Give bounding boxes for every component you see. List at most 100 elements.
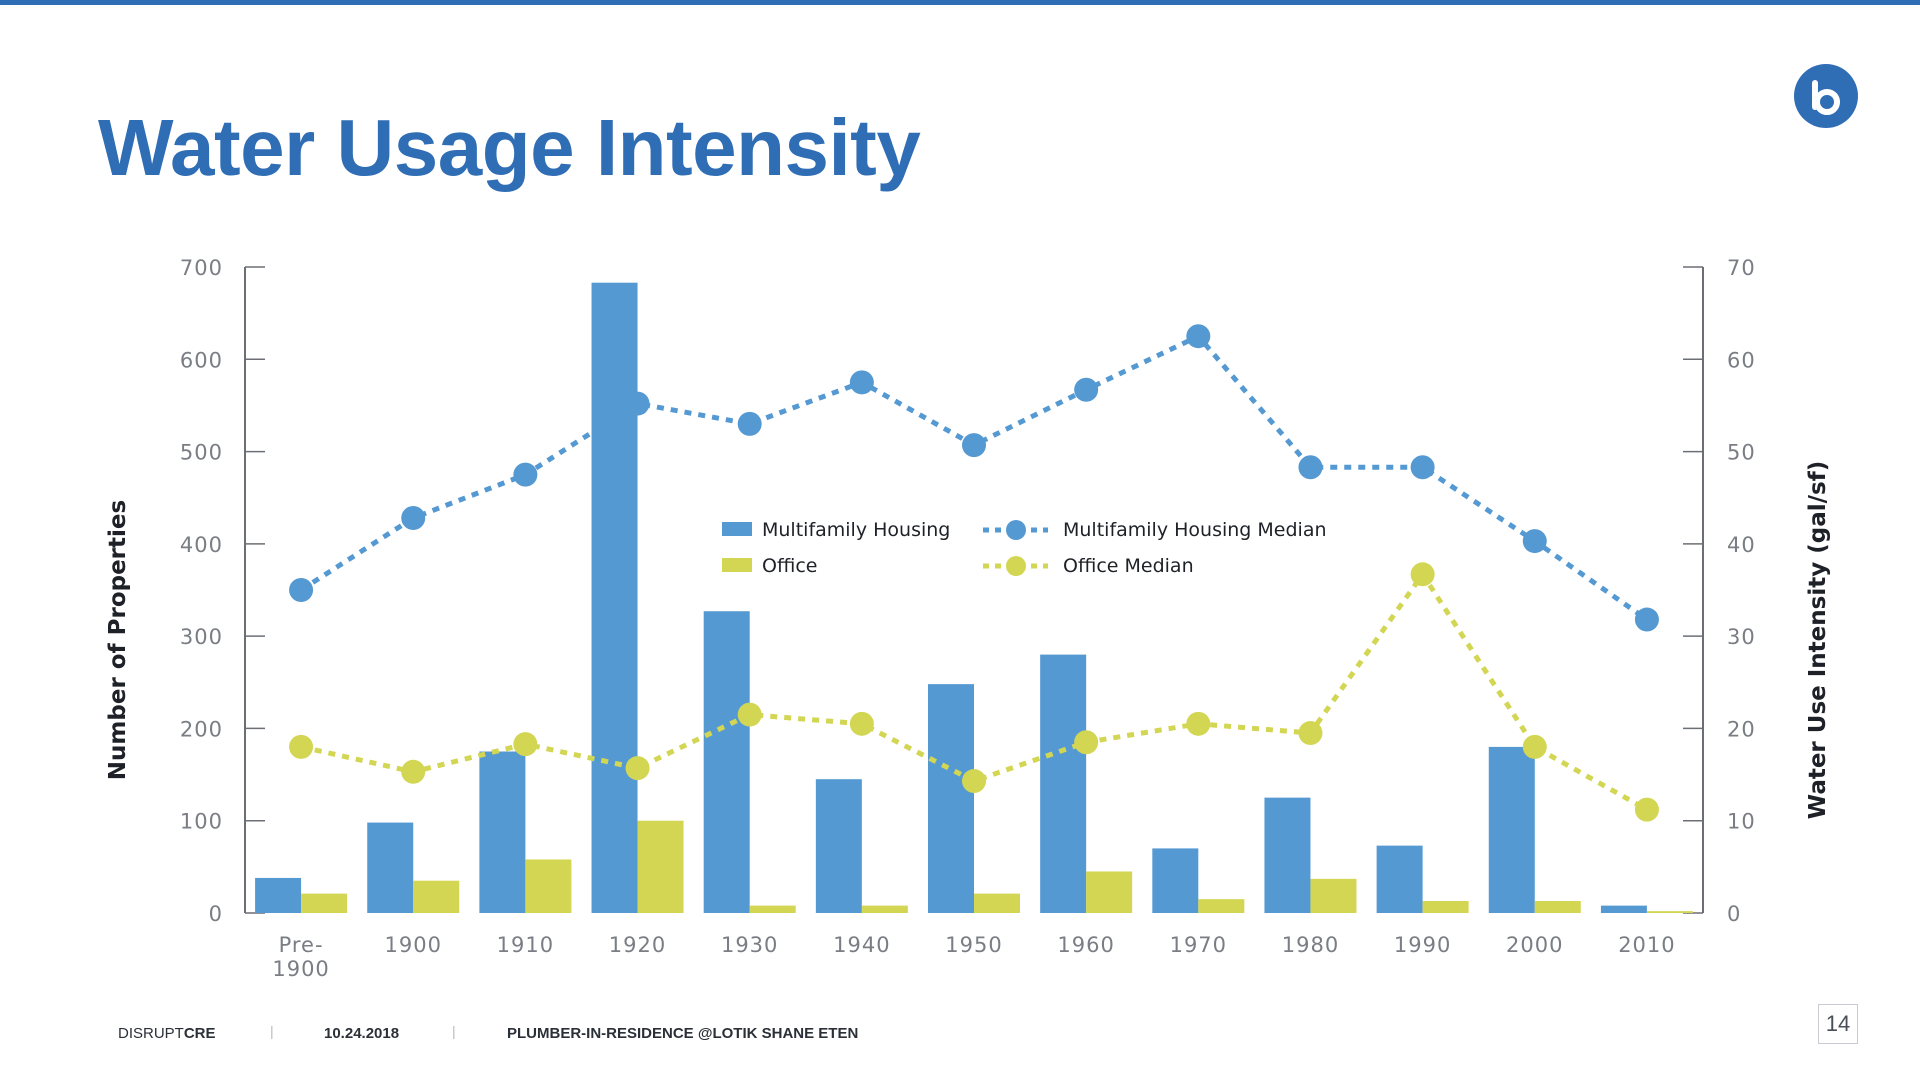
multifamily-median-point: [1074, 377, 1099, 402]
left-tick-label: 200: [180, 717, 223, 741]
x-tick-label: 1990: [1394, 933, 1451, 957]
footer-date: 10.24.2018: [324, 1025, 400, 1042]
multifamily-bar: [591, 282, 638, 913]
left-tick-label: 700: [180, 256, 223, 280]
left-axis-title: Number of Properties: [105, 500, 131, 780]
multifamily-bar: [367, 822, 414, 913]
multifamily-bar: [1488, 746, 1535, 913]
legend-label-multifamily-housing-median: Multifamily Housing Median: [1063, 519, 1327, 541]
x-tick-label: 1920: [609, 933, 666, 957]
office-bar: [301, 893, 348, 913]
multifamily-median-point: [513, 462, 538, 487]
legend-label-office-median: Office Median: [1063, 555, 1194, 577]
office-bar: [1422, 901, 1469, 913]
legend-marker-office-median: [1006, 556, 1026, 576]
right-tick-label: 60: [1727, 348, 1756, 372]
page-number: 14: [1818, 1004, 1858, 1044]
legend-swatch-multifamily-housing: [722, 522, 752, 536]
multifamily-median-point: [962, 433, 986, 458]
x-tick-label: 1940: [833, 933, 890, 957]
x-tick-label: 2010: [1618, 933, 1675, 957]
office-bar: [525, 859, 572, 913]
office-median-point: [737, 702, 762, 727]
multifamily-median-point: [1634, 607, 1659, 632]
right-tick-label: 0: [1727, 902, 1741, 926]
footer-separator: |: [452, 1023, 456, 1039]
multifamily-bar: [928, 684, 974, 913]
office-bar: [974, 893, 1020, 913]
office-median-point: [289, 734, 314, 759]
office-bar: [413, 880, 460, 913]
left-tick-label: 100: [180, 810, 223, 834]
multifamily-median-point: [737, 411, 762, 436]
office-bar: [1646, 911, 1693, 913]
left-tick-label: 300: [180, 625, 223, 649]
left-tick-label: 600: [180, 348, 223, 372]
multifamily-median-line: [299, 333, 1649, 622]
legend-label-multifamily-housing: Multifamily Housing: [762, 519, 950, 541]
footer-brand: DISRUPTCRE: [118, 1025, 216, 1042]
office-median-point: [401, 759, 426, 784]
right-tick-label: 30: [1727, 625, 1756, 649]
multifamily-median-point: [1298, 455, 1323, 480]
footer-separator: |: [270, 1023, 274, 1039]
footer-brand-light: DISRUPT: [118, 1025, 184, 1042]
legend-label-office: Office: [762, 555, 817, 577]
multifamily-bar: [1376, 845, 1423, 913]
multifamily-bar: [703, 611, 750, 913]
x-tick-label: 1900: [272, 957, 329, 981]
legend-marker-multifamily-housing-median: [1006, 520, 1026, 540]
multifamily-median-point: [1410, 455, 1435, 480]
x-tick-label: 1950: [945, 933, 1002, 957]
right-tick-label: 70: [1727, 256, 1756, 280]
left-tick-label: 400: [180, 533, 223, 557]
multifamily-bar: [1600, 905, 1647, 913]
slide-title: Water Usage Intensity: [98, 103, 921, 192]
multifamily-median-point: [1522, 529, 1547, 554]
right-tick-label: 40: [1727, 533, 1756, 557]
multifamily-bar: [1152, 848, 1199, 913]
top-accent-rule: [0, 0, 1920, 5]
multifamily-median-point: [1186, 324, 1211, 349]
x-tick-label: 1910: [497, 933, 554, 957]
chart: 0 100 200 300 400 500 600 700 0 10 20 30 40 50 60 70 Num…: [105, 256, 1831, 981]
footer-brand-bold: CRE: [183, 1025, 216, 1042]
x-tick-label: 1980: [1282, 933, 1339, 957]
office-bar: [1198, 899, 1245, 913]
office-bar: [1310, 878, 1357, 913]
office-median-point: [1522, 734, 1547, 759]
multifamily-bar: [1040, 654, 1087, 913]
office-median-point: [1186, 711, 1211, 736]
x-tick-label: 1900: [385, 933, 442, 957]
multifamily-bar: [479, 751, 526, 913]
office-median-point: [1074, 730, 1099, 755]
multifamily-bar: [255, 877, 302, 913]
office-median-point: [513, 732, 538, 757]
lotik-logo-icon: [1794, 64, 1858, 128]
x-tick-label: 1960: [1057, 933, 1114, 957]
multifamily-bar: [1264, 797, 1311, 913]
x-tick-label: 2000: [1506, 933, 1563, 957]
multifamily-median-point: [625, 391, 650, 416]
multifamily-median-point: [289, 578, 314, 602]
office-median-point: [1410, 562, 1435, 587]
office-median-point: [1298, 721, 1323, 746]
multifamily-bar: [815, 779, 862, 913]
multifamily-median-point: [401, 506, 426, 531]
office-median-point: [962, 769, 986, 794]
office-bar: [637, 820, 684, 913]
footer-presenter: PLUMBER-IN-RESIDENCE @LOTIK SHANE ETEN: [507, 1025, 859, 1042]
office-bar: [1534, 901, 1581, 913]
office-bar: [749, 905, 796, 913]
left-tick-label: 500: [180, 441, 223, 465]
x-tick-label: 1930: [721, 933, 778, 957]
right-tick-label: 20: [1727, 717, 1756, 741]
right-axis-title: Water Use Intensity (gal/sf): [1805, 461, 1831, 819]
left-tick-label: 0: [209, 902, 223, 926]
office-bar: [1086, 871, 1133, 913]
office-median-point: [849, 711, 874, 736]
office-median-point: [1634, 797, 1659, 822]
x-tick-label: 1970: [1170, 933, 1227, 957]
multifamily-median-point: [849, 370, 874, 395]
office-bar: [861, 905, 908, 913]
